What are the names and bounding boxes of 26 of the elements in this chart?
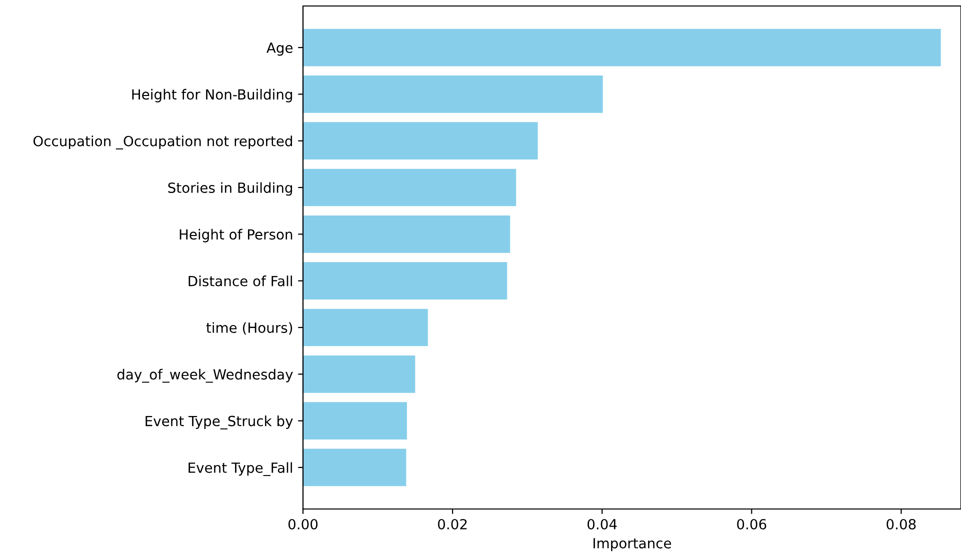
y-tick-label: Event Type_Fall	[188, 462, 292, 476]
y-tick-label: day_of_week_Wednesday	[117, 368, 293, 383]
y-tick-label: time (Hours)	[206, 322, 292, 335]
x-tick-label: 0.06	[737, 518, 766, 530]
bar	[303, 355, 416, 393]
x-tick-label: 0.00	[288, 518, 318, 530]
bar	[303, 308, 428, 346]
y-tick-label: Occupation _Occupation not reported	[33, 136, 292, 150]
bar	[303, 122, 538, 160]
bar	[303, 216, 510, 253]
y-tick-label: Stories in Building	[168, 182, 292, 196]
x-tick-label: 0.02	[438, 518, 467, 530]
y-tick-label: Height for Non-Building	[132, 88, 292, 102]
bar	[303, 262, 508, 300]
bar	[303, 402, 407, 440]
y-tick-label: Age	[266, 42, 293, 56]
bar	[303, 76, 603, 113]
x-tick-label: 0.04	[588, 518, 617, 530]
y-tick-label: Event Type_Struck by	[146, 416, 293, 430]
bar	[303, 168, 516, 206]
bar	[303, 28, 941, 66]
bar	[303, 448, 406, 486]
y-tick-label: Distance of Fall	[188, 276, 292, 286]
x-tick-label: 0.08	[886, 518, 916, 530]
x-axis-title: Importance	[594, 538, 672, 552]
y-tick-label: Height of Person	[180, 228, 292, 242]
